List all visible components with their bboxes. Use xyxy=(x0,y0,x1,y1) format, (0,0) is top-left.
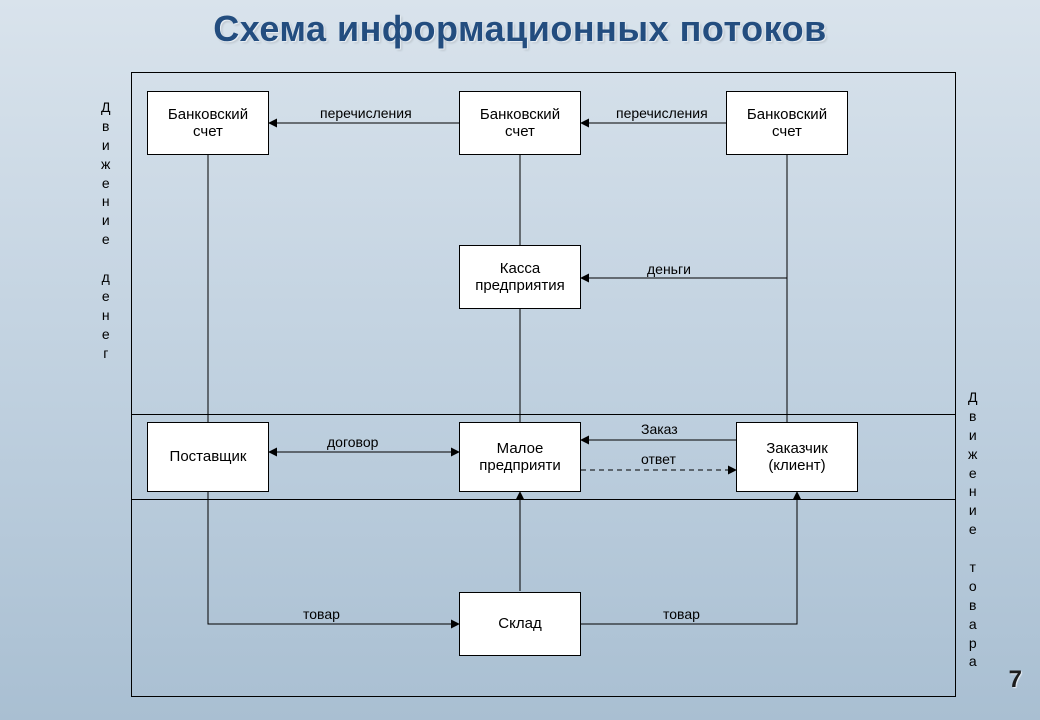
node-bank2: Банковскийсчет xyxy=(459,91,581,155)
edge-label-answer: ответ xyxy=(641,451,676,467)
node-bank3: Банковскийсчет xyxy=(726,91,848,155)
edge-label-b2b1: перечисления xyxy=(320,105,412,121)
side-label-goods: Движение товара xyxy=(968,388,977,671)
node-kassa: Кассапредприятия xyxy=(459,245,581,309)
node-customer: Заказчик(клиент) xyxy=(736,422,858,492)
edge-label-order: Заказ xyxy=(641,421,678,437)
edge-label-b3b2: перечисления xyxy=(616,105,708,121)
node-bank1: Банковскийсчет xyxy=(147,91,269,155)
diagram-canvas: Банковскийсчет Банковскийсчет Банковскийсч… xyxy=(0,0,1040,720)
edge-label-cust_kassa: деньги xyxy=(647,261,691,277)
node-sme: Малоепредприяти xyxy=(459,422,581,492)
node-store: Склад xyxy=(459,592,581,656)
edge-label-sup_sme: договор xyxy=(327,434,378,450)
node-supplier: Поставщик xyxy=(147,422,269,492)
side-label-money: Движение денег xyxy=(101,98,110,362)
edge-label-store_cust: товар xyxy=(663,606,700,622)
edge-label-sup_store: товар xyxy=(303,606,340,622)
